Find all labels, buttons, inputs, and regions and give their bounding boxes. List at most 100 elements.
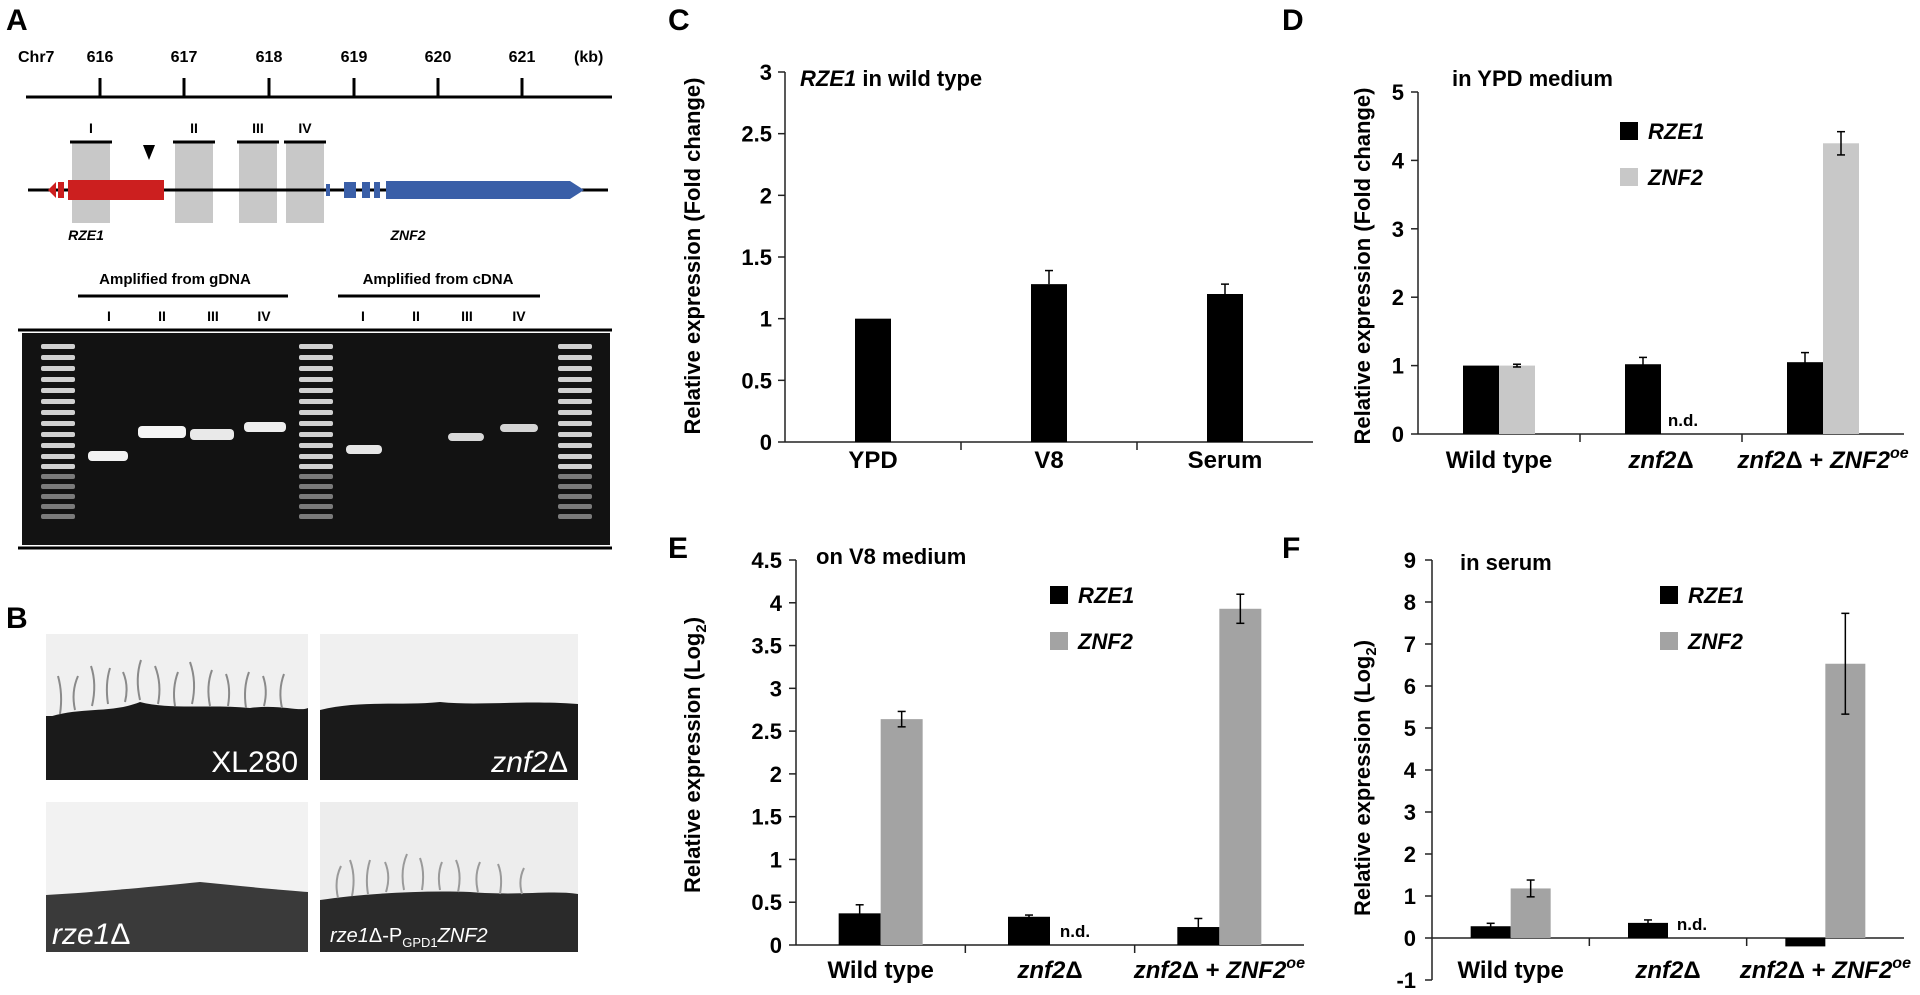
gel-image <box>18 328 612 550</box>
gel-band-gdna-iv <box>244 422 286 432</box>
y-axis-label-text: Relative expression (Log <box>680 633 705 893</box>
rze1-gene <box>48 180 164 200</box>
kb-tick-label: 620 <box>425 49 452 66</box>
category-label: V8 <box>1034 447 1063 474</box>
nd-label: n.d. <box>1677 915 1707 934</box>
ladder-band <box>558 399 592 404</box>
ladder-band <box>558 388 592 393</box>
gel-lane-cdna-i: I <box>361 308 365 324</box>
ladder-band <box>299 494 333 499</box>
bar <box>1785 938 1826 947</box>
category-label-plain: Δ <box>1065 957 1082 984</box>
ladder-band <box>558 344 592 349</box>
micrograph-label-znf2: znf2Δ <box>490 746 568 779</box>
category-label-plain: Δ <box>1676 447 1693 474</box>
bar <box>1787 362 1823 434</box>
y-tick-label: 0 <box>1404 926 1416 951</box>
y-tick-label: 0 <box>770 933 782 958</box>
category-label-italic: ZNF2 <box>1829 447 1891 474</box>
panel-letter: D <box>1282 4 1304 37</box>
region-box-ii <box>175 143 213 223</box>
gel-band-cdna-iv <box>500 424 538 432</box>
y-tick-label: 4 <box>1404 758 1417 783</box>
ladder-band <box>299 388 333 393</box>
y-tick-label: -1 <box>1396 968 1416 993</box>
ladder-band <box>558 474 592 479</box>
y-tick-label: 4.5 <box>751 548 782 573</box>
ladder-band <box>299 514 333 519</box>
y-tick-label: 2 <box>760 183 772 208</box>
ladder-band <box>299 421 333 426</box>
category-label: znf2Δ + ZNF2oe <box>1133 955 1305 984</box>
gdna-header: Amplified from gDNA <box>99 271 251 288</box>
chart-title-plain: on V8 medium <box>816 544 966 569</box>
category-label: Serum <box>1188 447 1263 474</box>
bar <box>1463 365 1499 434</box>
ladder-band <box>41 432 75 437</box>
y-tick-label: 1 <box>1404 884 1416 909</box>
ladder-band <box>558 410 592 415</box>
y-axis-label: Relative expression (Log2) <box>680 617 710 893</box>
chart-title-plain: in wild type <box>856 66 982 91</box>
ladder-band <box>299 454 333 459</box>
chart-panel-c: C RZE1 in wild type 0 0.5 1 1.5 2 2.5 3 Relative … <box>668 4 1313 474</box>
bar <box>1207 294 1243 442</box>
ladder-band <box>41 366 75 371</box>
kb-unit: (kb) <box>574 49 603 66</box>
y-tick-label: 1 <box>760 307 772 332</box>
ladder-band <box>558 443 592 448</box>
chart-title-italic: RZE1 <box>800 66 856 91</box>
chart-title: RZE1 in wild type <box>800 66 982 91</box>
panel-b-letter: B <box>6 602 28 635</box>
panel-b: B XL280 znf2Δ rze1Δ <box>6 602 578 952</box>
y-tick-label: 1 <box>770 847 782 872</box>
kb-tick-label: 621 <box>509 49 536 66</box>
ladder-band <box>558 432 592 437</box>
legend-label: ZNF2 <box>1077 629 1134 654</box>
category-label: znf2Δ + ZNF2oe <box>1739 955 1911 984</box>
ladder-band <box>299 484 333 489</box>
y-tick-label: 6 <box>1404 674 1416 699</box>
y-tick-label: 0.5 <box>741 368 772 393</box>
legend-label: RZE1 <box>1688 583 1744 608</box>
legend-label: RZE1 <box>1078 583 1134 608</box>
y-tick-label: 7 <box>1404 632 1416 657</box>
ladder-band <box>41 388 75 393</box>
chart-title: on V8 medium <box>816 544 966 569</box>
ladder-band <box>558 484 592 489</box>
nd-label: n.d. <box>1668 411 1698 430</box>
ladder-band <box>299 399 333 404</box>
ladder-band <box>41 454 75 459</box>
category-label-italic: ZNF2 <box>1831 957 1893 984</box>
chart-title-plain: in YPD medium <box>1452 66 1613 91</box>
category-label: Wild type <box>1446 447 1552 474</box>
y-tick-label: 9 <box>1404 548 1416 573</box>
micrograph-label-rze1: rze1Δ <box>52 918 130 951</box>
kb-tick-label: 619 <box>341 49 368 66</box>
chart-title: in YPD medium <box>1452 66 1613 91</box>
y-tick-label: 0.5 <box>751 890 782 915</box>
legend-label: ZNF2 <box>1647 165 1704 190</box>
ladder-band <box>558 421 592 426</box>
legend-swatch <box>1050 586 1068 604</box>
chr-label: Chr7 <box>18 49 55 66</box>
ladder-band <box>41 344 75 349</box>
gel-lane-cdna-iii: III <box>461 308 473 324</box>
ladder-band <box>41 421 75 426</box>
panel-letter: F <box>1282 532 1300 565</box>
category-label-italic: znf2 <box>1627 447 1677 474</box>
y-tick-label: 1.5 <box>741 245 772 270</box>
nd-label: n.d. <box>1060 922 1090 941</box>
ladder-band <box>41 355 75 360</box>
y-axis-label-close: ) <box>1350 640 1375 647</box>
panel-letter: E <box>668 532 688 565</box>
y-tick-label: 4 <box>770 591 783 616</box>
micrograph-xl280: XL280 <box>46 634 308 780</box>
ladder-band <box>41 484 75 489</box>
category-label-italic: znf2 <box>1736 447 1786 474</box>
category-label: znf2Δ <box>1634 957 1700 984</box>
ladder-band <box>41 443 75 448</box>
micrograph-label-xl280: XL280 <box>211 746 298 779</box>
ladder-band <box>558 494 592 499</box>
